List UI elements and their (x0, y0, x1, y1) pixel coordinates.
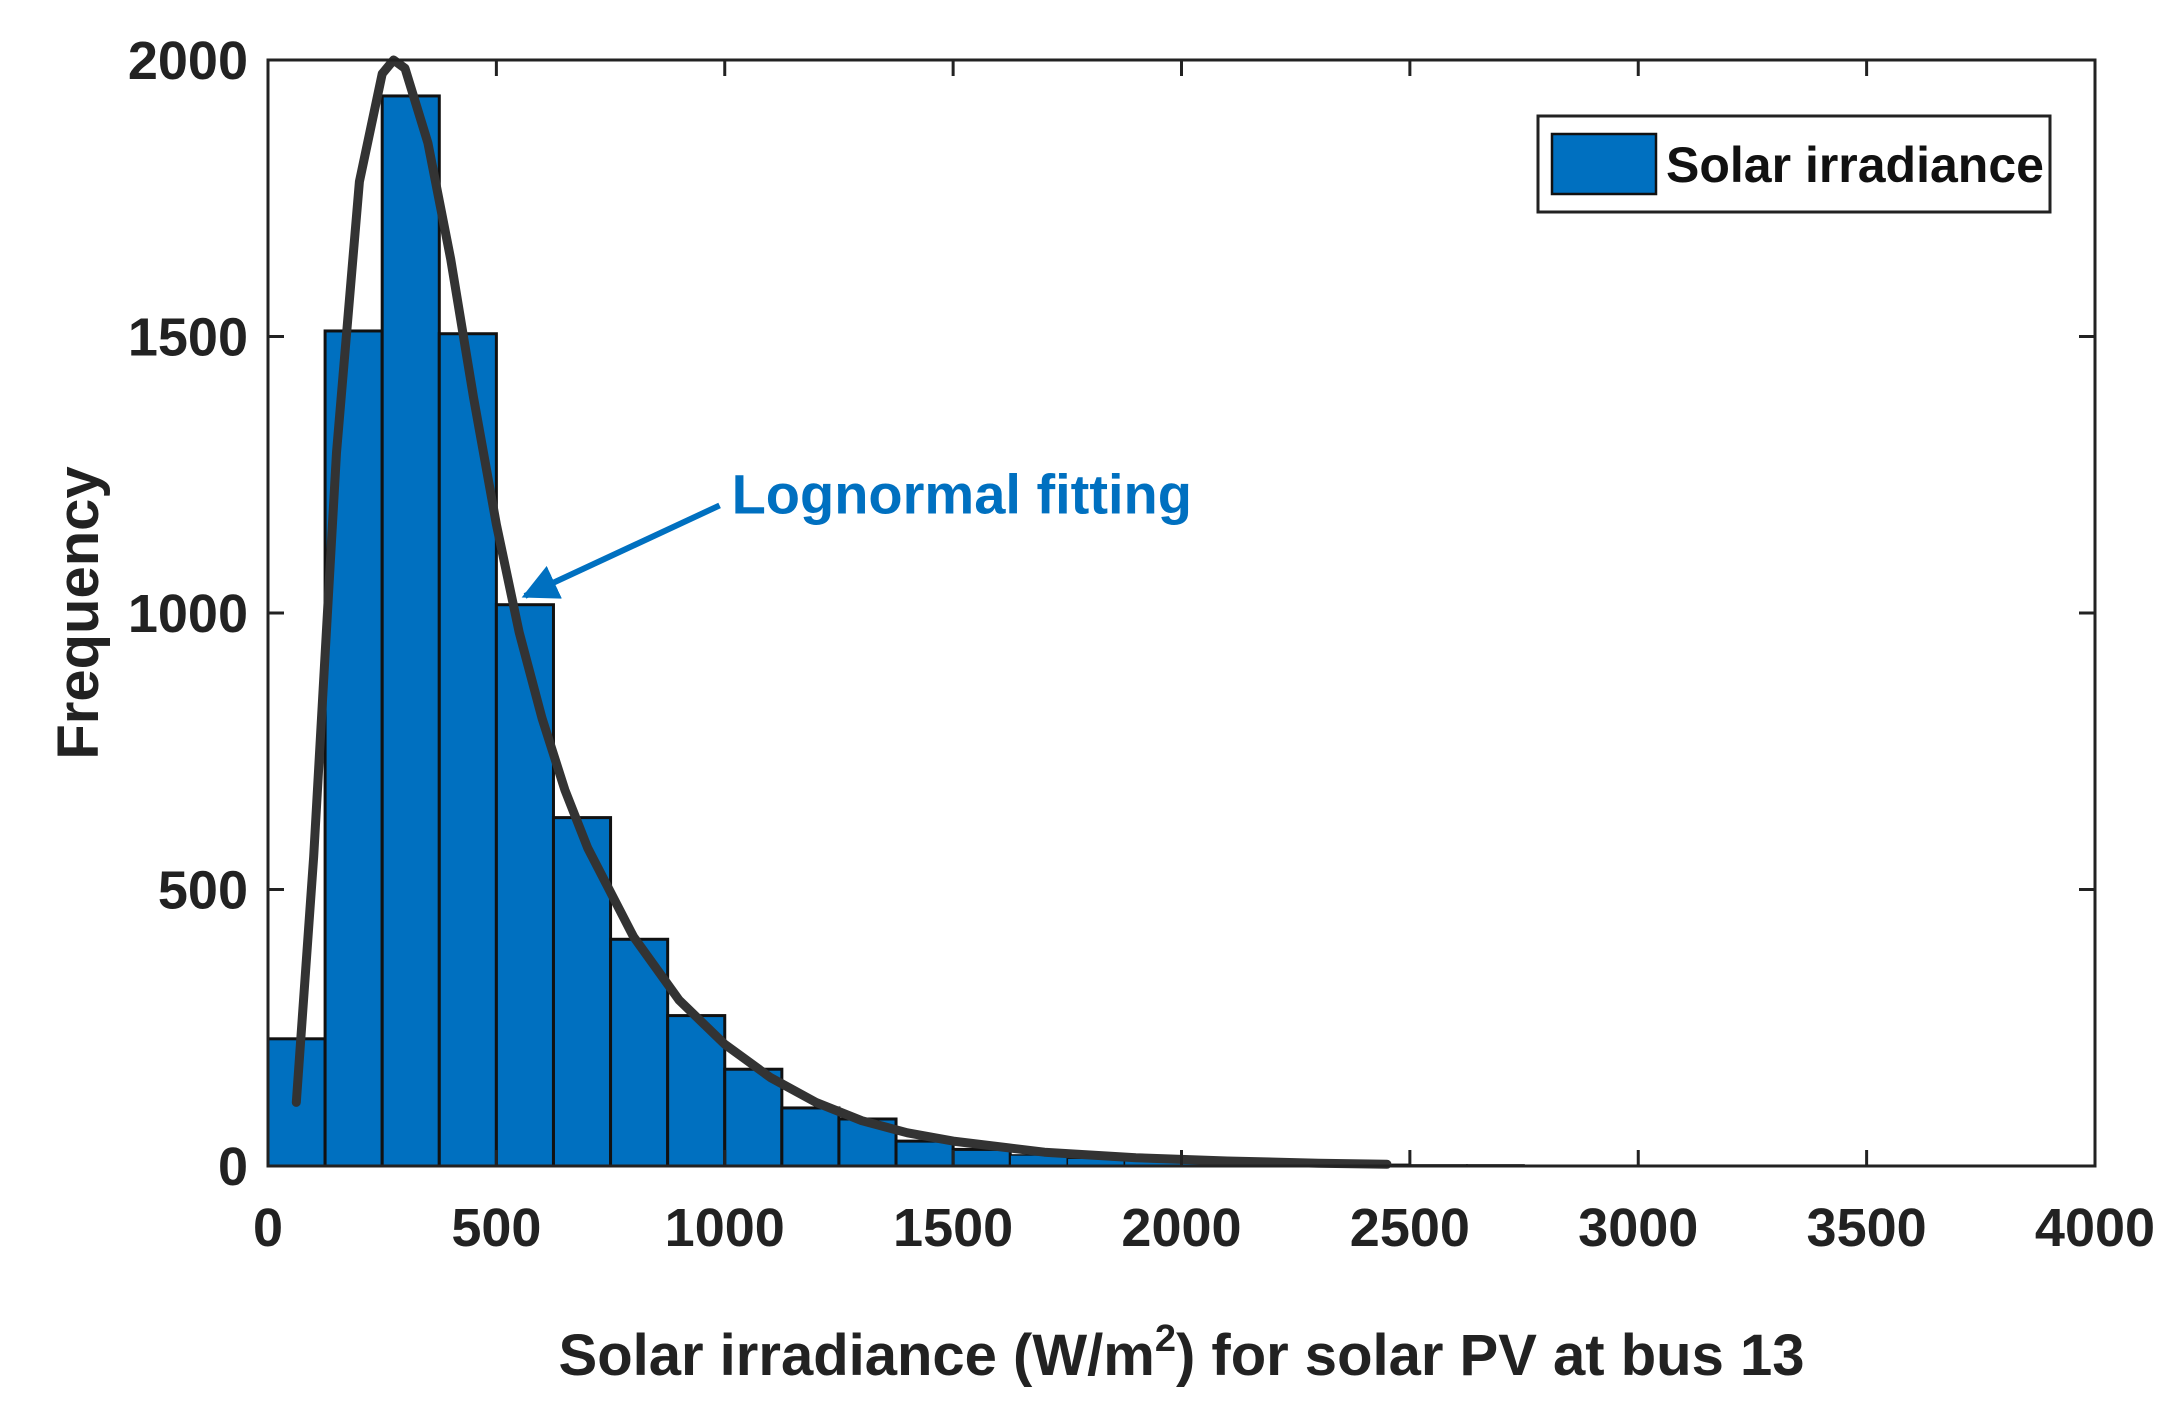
histogram-bar (894, 1139, 955, 1168)
y-tick-label: 2000 (128, 31, 248, 91)
x-tick-label: 1500 (893, 1198, 1013, 1258)
x-tick-label: 3000 (1578, 1198, 1698, 1258)
histogram-bar (780, 1106, 841, 1168)
x-tick-label: 0 (253, 1198, 283, 1258)
legend-swatch (1550, 132, 1658, 196)
fit-curve-layer (291, 55, 1392, 1169)
x-tick-label: 3500 (1807, 1198, 1927, 1258)
histogram-bar (951, 1147, 1012, 1168)
legend-label: Solar irradiance (1666, 137, 2044, 193)
y-tick-label: 0 (218, 1137, 248, 1197)
lognormal-fit-curve (291, 55, 1392, 1169)
legend: Solar irradiance (1536, 114, 2052, 214)
x-tick-label: 2500 (1350, 1198, 1470, 1258)
annotation-text: Lognormal fitting (732, 462, 1192, 525)
x-tick-label: 2000 (1121, 1198, 1241, 1258)
y-tick-labels: 0 500 1000 1500 2000 (128, 31, 248, 1197)
y-tick-label: 1500 (128, 308, 248, 368)
annotation-arrow (521, 502, 721, 599)
x-tick-labels: 0 500 1000 1500 2000 2500 3000 3500 4000 (253, 1198, 2155, 1258)
x-tick-label: 500 (451, 1198, 541, 1258)
x-tick-label: 1000 (665, 1198, 785, 1258)
x-axis-label-superscript: 2 (1155, 1318, 1176, 1360)
x-axis-label: Solar irradiance (W/m2) for solar PV at … (559, 1318, 1805, 1388)
histogram-bar (380, 94, 441, 1168)
histogram-bars (266, 94, 1982, 1168)
y-axis-label: Frequency (46, 466, 111, 759)
y-tick-label: 500 (158, 861, 248, 921)
histogram-bar (494, 603, 555, 1168)
x-axis-label-suffix: ) for solar PV at bus 13 (1176, 1323, 1805, 1388)
x-tick-label: 4000 (2035, 1198, 2155, 1258)
annotation: Lognormal fitting (521, 462, 1192, 599)
y-tick-label: 1000 (128, 584, 248, 644)
axis-ticks (266, 58, 2097, 1168)
